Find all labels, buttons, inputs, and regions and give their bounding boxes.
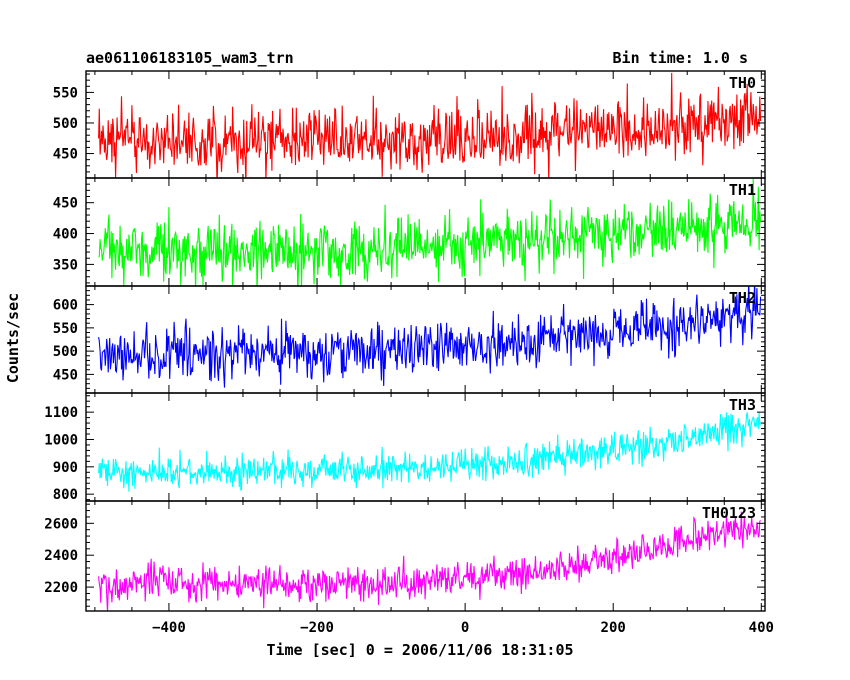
series-label-th2: TH2 bbox=[729, 289, 756, 307]
panel-th0123: 2200 2400 2600 TH0123 −400 −200 0 200 400 bbox=[44, 500, 774, 636]
panel-th0: 450 500 550 TH0 bbox=[53, 70, 766, 179]
y-tick-label: 1100 bbox=[44, 405, 78, 421]
series-line-th0 bbox=[98, 72, 762, 178]
x-tick-label: −400 bbox=[152, 620, 186, 636]
panel-frame bbox=[85, 500, 766, 612]
panel-frame bbox=[85, 285, 766, 394]
y-tick-label: 450 bbox=[53, 147, 78, 163]
x-tick-label: 0 bbox=[461, 620, 469, 636]
series-line-th0123 bbox=[98, 511, 761, 611]
panel-th2: 450 500 550 600 TH2 bbox=[53, 285, 766, 394]
bin-time-label: Bin time: 1.0 s bbox=[613, 49, 748, 67]
y-tick-label: 550 bbox=[53, 321, 78, 337]
x-tick-label: −200 bbox=[300, 620, 334, 636]
x-axis-label: Time [sec] 0 = 2006/11/06 18:31:05 bbox=[266, 641, 573, 659]
y-tick-label: 2600 bbox=[44, 516, 78, 532]
y-axis-label: Counts/sec bbox=[4, 293, 22, 383]
panel-th3: 800 900 1000 1100 TH3 bbox=[44, 392, 766, 503]
y-tick-label: 2400 bbox=[44, 548, 78, 564]
y-tick-label: 400 bbox=[53, 227, 78, 243]
y-tick-label: 800 bbox=[53, 487, 78, 503]
panel-stack: 450 500 550 TH0 350 400 450 TH1 450 500 550 600 TH2 8… bbox=[44, 70, 774, 636]
y-tick-label: 500 bbox=[53, 344, 78, 360]
series-label-th3: TH3 bbox=[729, 396, 756, 414]
y-tick-label: 900 bbox=[53, 460, 78, 476]
y-tick-label: 500 bbox=[53, 116, 78, 132]
panel-th1: 350 400 450 TH1 bbox=[53, 177, 766, 287]
y-tick-label: 450 bbox=[53, 196, 78, 212]
y-tick-label: 600 bbox=[53, 298, 78, 314]
x-tick-label: 200 bbox=[601, 620, 626, 636]
y-tick-label: 350 bbox=[53, 257, 78, 273]
y-tick-label: 1000 bbox=[44, 432, 78, 448]
y-tick-label: 2200 bbox=[44, 580, 78, 596]
y-tick-label: 450 bbox=[53, 367, 78, 383]
series-line-th1 bbox=[98, 178, 762, 286]
series-line-th3 bbox=[98, 411, 762, 492]
series-line-th2 bbox=[98, 286, 762, 388]
chart-title: ae061106183105_wam3_trn bbox=[86, 49, 294, 67]
series-label-th1: TH1 bbox=[729, 181, 756, 199]
series-label-th0: TH0 bbox=[729, 74, 756, 92]
x-tick-label: 400 bbox=[749, 620, 774, 636]
series-label-th0123: TH0123 bbox=[702, 504, 756, 522]
y-tick-label: 550 bbox=[53, 85, 78, 101]
